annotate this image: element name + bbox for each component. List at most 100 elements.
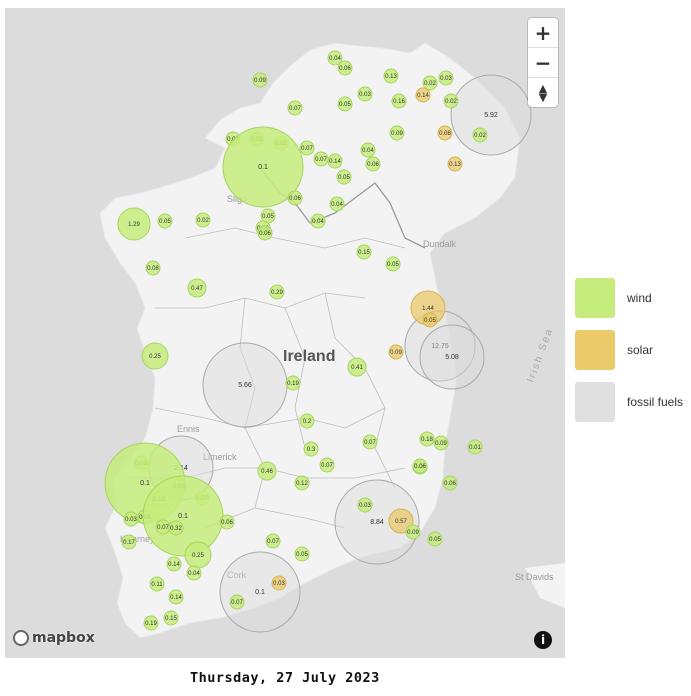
wind-marker[interactable]: 0.06: [365, 156, 381, 172]
zoom-controls: + − ▲ ▼: [528, 18, 558, 107]
wind-marker[interactable]: 0.46: [257, 461, 277, 481]
wind-marker[interactable]: 0.05: [294, 546, 310, 562]
wind-marker[interactable]: 0.02: [472, 127, 488, 143]
mapbox-attribution[interactable]: mapbox: [13, 630, 95, 646]
solar-marker[interactable]: 0.09: [388, 344, 404, 360]
wind-marker[interactable]: 0.32: [168, 520, 184, 536]
wind-marker[interactable]: 0.07: [229, 594, 245, 610]
wind-marker[interactable]: 0.03: [438, 70, 454, 86]
wind-marker[interactable]: 0.04: [329, 196, 345, 212]
wind-marker[interactable]: 0.07: [287, 100, 303, 116]
wind-marker[interactable]: 0.1: [142, 475, 224, 557]
wind-marker[interactable]: 0.09: [252, 72, 268, 88]
wind-marker[interactable]: 0.06: [337, 60, 353, 76]
fossil-marker[interactable]: 5.66: [202, 342, 288, 428]
wind-marker[interactable]: 0.05: [427, 531, 443, 547]
wind-marker[interactable]: 0.07: [319, 457, 335, 473]
wind-marker[interactable]: 0.14: [168, 589, 184, 605]
wind-marker[interactable]: 0.16: [391, 93, 407, 109]
wind-marker[interactable]: 0.25: [141, 342, 169, 370]
fossil-marker[interactable]: 5.92: [450, 74, 532, 156]
wind-marker[interactable]: 0.09: [405, 524, 421, 540]
wind-marker[interactable]: 0.3: [303, 441, 319, 457]
wind-marker[interactable]: 0.06: [412, 458, 428, 474]
wind-marker[interactable]: 0.01: [467, 439, 483, 455]
wind-marker[interactable]: 0.02: [422, 75, 438, 91]
wind-marker[interactable]: 0.04: [186, 565, 202, 581]
solar-marker[interactable]: 0.57: [388, 508, 414, 534]
wind-marker[interactable]: 0.02: [443, 93, 459, 109]
legend-item-fossil: fossil fuels: [575, 382, 683, 422]
fossil-marker[interactable]: 8.84: [334, 479, 420, 565]
wind-marker[interactable]: 0.05: [337, 96, 353, 112]
wind-marker[interactable]: 0.29: [269, 284, 285, 300]
wind-marker[interactable]: 0.47: [187, 278, 207, 298]
marker-value: 0.14: [417, 93, 429, 99]
wind-marker[interactable]: 0.09: [433, 435, 449, 451]
wind-marker[interactable]: 0.41: [347, 357, 367, 377]
solar-marker[interactable]: 0.08: [437, 125, 453, 141]
wind-marker[interactable]: 0.06: [257, 225, 273, 241]
wind-marker[interactable]: 0.03: [123, 511, 139, 527]
marker-value: 5.66: [238, 382, 252, 389]
wind-marker[interactable]: 0.08: [145, 260, 161, 276]
wind-marker[interactable]: 0.11: [149, 576, 165, 592]
marker-value: 0.01: [469, 445, 481, 451]
wind-marker[interactable]: 0.07: [265, 533, 281, 549]
wind-marker[interactable]: 0.14: [166, 556, 182, 572]
wind-marker[interactable]: 0.15: [356, 244, 372, 260]
wind-marker[interactable]: 0.19: [285, 375, 301, 391]
fossil-marker[interactable]: 0.1: [219, 551, 301, 633]
wind-marker[interactable]: 0.07: [155, 519, 171, 535]
wind-marker[interactable]: 0.15: [163, 610, 179, 626]
wind-marker[interactable]: 0.06: [287, 190, 303, 206]
wind-marker[interactable]: 1.29: [117, 207, 151, 241]
solar-marker[interactable]: 0.14: [415, 87, 431, 103]
fossil-marker-circle: [419, 324, 485, 390]
wind-marker-circle: [433, 435, 449, 451]
wind-marker[interactable]: 0.12: [294, 475, 310, 491]
wind-marker[interactable]: 0.02: [195, 212, 211, 228]
solar-marker[interactable]: 0.05: [422, 312, 438, 328]
compass-button[interactable]: ▲ ▼: [528, 78, 558, 107]
solar-marker[interactable]: 0.13: [447, 156, 463, 172]
wind-marker[interactable]: 0.06: [442, 475, 458, 491]
wind-marker[interactable]: 0.07: [362, 434, 378, 450]
marker-value: 0.09: [407, 530, 419, 536]
wind-marker[interactable]: 0.17: [121, 534, 137, 550]
zoom-out-button[interactable]: −: [528, 48, 558, 78]
wind-marker-circle: [310, 213, 326, 229]
wind-marker[interactable]: 0.05: [336, 169, 352, 185]
wind-marker[interactable]: 0.25: [184, 541, 212, 569]
wind-marker[interactable]: 0.05: [157, 213, 173, 229]
wind-marker[interactable]: 0.04: [360, 142, 376, 158]
wind-marker-circle: [327, 153, 343, 169]
wind-marker[interactable]: 0.06: [219, 514, 235, 530]
info-button[interactable]: i: [534, 631, 552, 649]
wind-marker[interactable]: 0.04: [310, 213, 326, 229]
marker-value: 0.05: [429, 537, 441, 543]
wind-marker[interactable]: 0.07: [313, 151, 329, 167]
wind-marker[interactable]: 0.14: [327, 153, 343, 169]
wind-marker[interactable]: 0.05: [385, 256, 401, 272]
solar-marker[interactable]: 0.03: [271, 575, 287, 591]
fossil-marker[interactable]: 5.08: [419, 324, 485, 390]
wind-marker-circle: [442, 475, 458, 491]
zoom-in-button[interactable]: +: [528, 18, 558, 48]
compass-icon: ▲ ▼: [538, 81, 548, 104]
wind-marker[interactable]: 0.18: [419, 431, 435, 447]
wind-marker[interactable]: 0.09: [389, 125, 405, 141]
wind-marker[interactable]: 0.2: [299, 413, 315, 429]
marker-value: 0.04: [331, 202, 343, 208]
wind-marker[interactable]: 0.19: [143, 615, 159, 631]
wind-marker[interactable]: 0.04: [327, 50, 343, 66]
marker-value: 0.08: [439, 131, 451, 137]
wind-marker-circle: [187, 278, 207, 298]
wind-marker[interactable]: 0.13: [383, 68, 399, 84]
wind-marker[interactable]: 0.03: [357, 497, 373, 513]
wind-marker[interactable]: 0.03: [357, 86, 373, 102]
marker-value: 0.2: [303, 419, 312, 425]
map-view[interactable]: Sligo Dundalk Ennis Limerick Killarney C…: [5, 8, 565, 658]
wind-marker[interactable]: 0.1: [222, 126, 304, 208]
wind-marker[interactable]: 0.07: [299, 140, 315, 156]
